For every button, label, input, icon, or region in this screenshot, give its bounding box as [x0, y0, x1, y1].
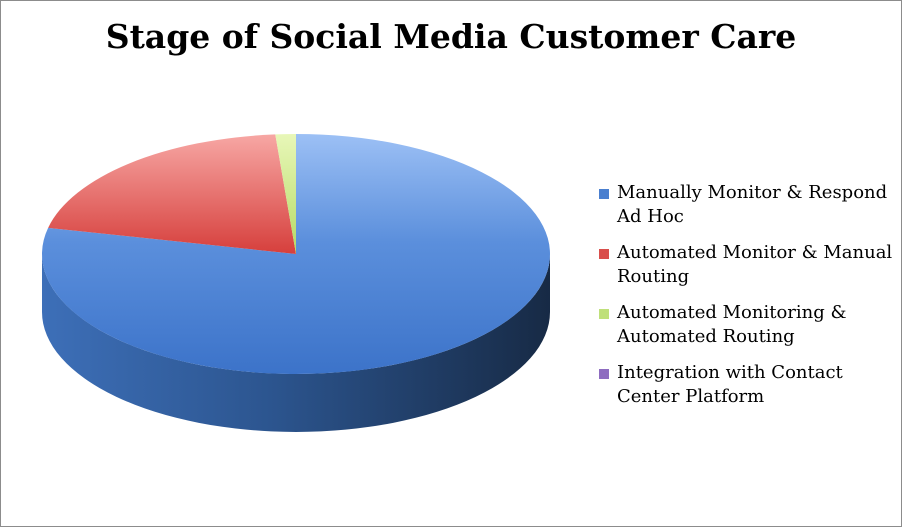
legend-label: Automated Monitor & Manual Routing — [617, 242, 893, 287]
pie-tops — [42, 134, 551, 374]
legend-swatch — [599, 189, 609, 199]
pie-slice — [42, 134, 551, 374]
pie-slice-side — [42, 254, 550, 432]
legend-swatch — [599, 309, 609, 319]
legend: Manually Monitor & Respond Ad Hoc Automa… — [599, 181, 899, 421]
legend-swatch — [599, 249, 609, 259]
legend-label: Integration with Contact Center Platform — [617, 362, 843, 407]
pie-slice — [275, 134, 296, 254]
legend-item: Integration with Contact Center Platform — [599, 361, 899, 409]
legend-swatch — [599, 369, 609, 379]
pie-sides — [42, 254, 550, 432]
legend-label: Automated Monitoring & Automated Routing — [617, 302, 847, 347]
legend-label: Manually Monitor & Respond Ad Hoc — [617, 182, 888, 227]
legend-item: Automated Monitor & Manual Routing — [599, 241, 899, 289]
legend-item: Automated Monitoring & Automated Routing — [599, 301, 899, 349]
chart-title: Stage of Social Media Customer Care — [105, 17, 797, 56]
pie-slice — [48, 134, 296, 254]
legend-item: Manually Monitor & Respond Ad Hoc — [599, 181, 899, 229]
